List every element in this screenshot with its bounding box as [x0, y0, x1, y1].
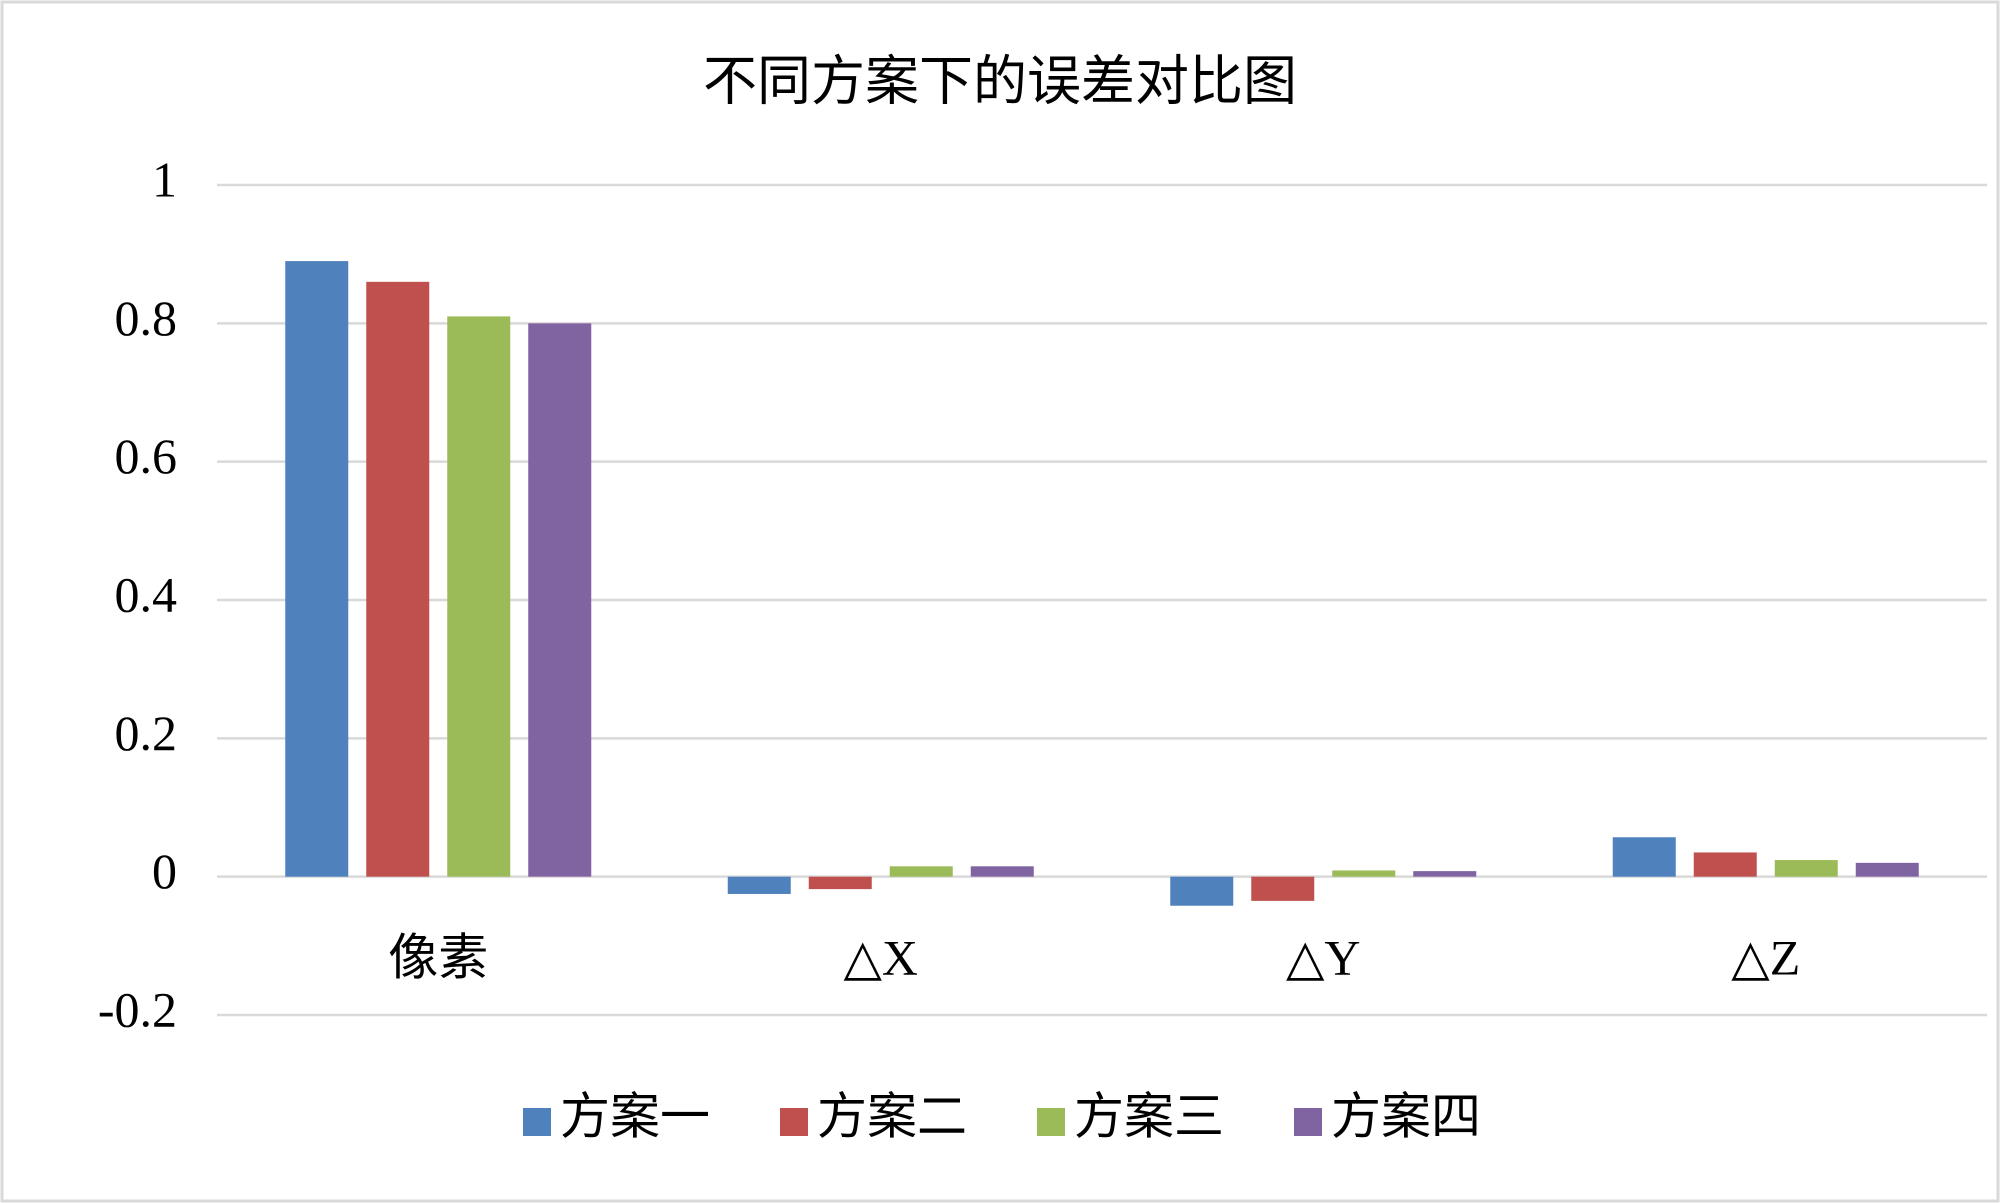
legend-label: 方案二 — [817, 1088, 967, 1144]
x-tick-label: △X — [843, 929, 918, 985]
bar — [528, 323, 592, 877]
legend-swatch — [780, 1108, 808, 1136]
x-tick-label: 像素 — [388, 929, 488, 985]
bar — [1332, 870, 1396, 877]
bar — [1774, 860, 1838, 877]
bar — [1170, 876, 1234, 906]
y-tick-label: 0.6 — [115, 428, 178, 484]
legend-label: 方案三 — [1074, 1088, 1224, 1144]
y-tick-label: 0.8 — [115, 290, 178, 346]
bar — [1612, 837, 1676, 877]
chart-title: 不同方案下的误差对比图 — [703, 51, 1297, 111]
y-tick-label: 0 — [152, 843, 177, 899]
bar — [1693, 852, 1757, 877]
legend-swatch — [1037, 1108, 1065, 1136]
legend-swatch — [1294, 1108, 1322, 1136]
legend-label: 方案四 — [1331, 1088, 1481, 1144]
legend-swatch — [523, 1108, 551, 1136]
x-tick-label: △Z — [1731, 929, 1800, 985]
bar — [727, 876, 791, 894]
y-tick-label: 0.4 — [115, 566, 178, 622]
bar — [285, 261, 349, 877]
y-tick-label: -0.2 — [98, 981, 177, 1037]
bar — [1413, 871, 1477, 877]
bar — [889, 866, 953, 877]
legend-label: 方案一 — [560, 1088, 710, 1144]
bar — [1251, 876, 1315, 901]
bar — [447, 316, 511, 877]
bar — [1855, 862, 1919, 877]
y-tick-label: 0.2 — [115, 705, 178, 761]
y-tick-label: 1 — [152, 151, 177, 207]
x-tick-label: △Y — [1286, 929, 1361, 985]
bar — [970, 866, 1034, 877]
bar — [808, 876, 872, 890]
bar — [366, 281, 430, 877]
